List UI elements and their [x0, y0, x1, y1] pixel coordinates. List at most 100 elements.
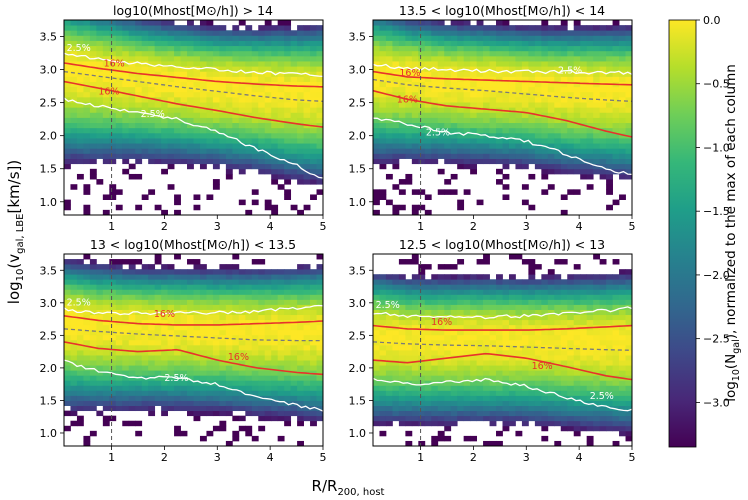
heatmap-cell	[310, 339, 317, 346]
heatmap-cell	[148, 71, 156, 77]
heatmap-cell	[128, 148, 136, 154]
heatmap-cell	[547, 143, 555, 149]
heatmap-cell	[573, 405, 581, 412]
heatmap-cell	[554, 400, 562, 406]
heatmap-cell	[411, 370, 419, 376]
heatmap-cell	[109, 400, 117, 406]
heatmap-cell	[625, 299, 632, 305]
heatmap-cell	[284, 269, 292, 275]
heatmap-cell	[310, 30, 317, 36]
heatmap-cell	[271, 66, 279, 72]
heatmap-cell	[476, 350, 484, 356]
heatmap-cell	[225, 122, 233, 129]
heatmap-cell	[457, 410, 465, 417]
heatmap-cell	[606, 304, 613, 310]
heatmap-cell	[418, 86, 426, 93]
heatmap-cell	[470, 344, 478, 351]
heatmap-cell	[450, 143, 458, 149]
heatmap-cell	[96, 138, 104, 144]
heatmap-cell	[115, 294, 123, 300]
heatmap-cell	[128, 365, 136, 371]
heatmap-cell	[174, 117, 181, 124]
heatmap-cell	[115, 50, 123, 57]
heatmap-cell	[502, 81, 510, 88]
x-tick-label: 2	[470, 220, 477, 233]
heatmap-cell	[102, 107, 110, 113]
heatmap-cell	[515, 299, 523, 305]
heatmap-cell	[547, 153, 555, 159]
heatmap-cell	[496, 143, 503, 149]
heatmap-cell	[541, 102, 549, 108]
heatmap-cell	[444, 405, 452, 412]
heatmap-cell	[411, 289, 419, 295]
heatmap-cell	[148, 385, 156, 391]
heatmap-cell	[580, 420, 588, 427]
heatmap-cell	[141, 127, 149, 134]
heatmap-cell	[560, 163, 568, 170]
heatmap-cell	[612, 25, 620, 31]
heatmap-cell	[187, 96, 194, 103]
heatmap-cell	[405, 420, 413, 427]
heatmap-cell	[593, 254, 601, 260]
heatmap-cell	[303, 107, 311, 113]
heatmap-cell	[405, 127, 413, 134]
heatmap-cell	[102, 334, 110, 341]
heatmap-cell	[379, 405, 387, 412]
heatmap-cell	[212, 279, 220, 285]
heatmap-cell	[316, 55, 323, 62]
heatmap-cell	[284, 289, 292, 295]
heatmap-cell	[619, 319, 626, 326]
heatmap-cell	[310, 299, 317, 305]
heatmap-cell	[502, 138, 510, 144]
heatmap-cell	[580, 334, 588, 341]
heatmap-cell	[450, 365, 458, 371]
heatmap-cell	[508, 148, 516, 154]
heatmap-cell	[567, 314, 575, 321]
heatmap-cell	[258, 284, 266, 290]
heatmap-cell	[444, 148, 452, 154]
heatmap-cell	[174, 319, 181, 326]
heatmap-cell	[411, 339, 419, 346]
heatmap-cell	[418, 365, 426, 371]
heatmap-cell	[411, 334, 419, 341]
heatmap-cell	[437, 264, 445, 270]
heatmap-cell	[258, 66, 266, 72]
heatmap-cell	[187, 299, 194, 305]
heatmap-cell	[161, 25, 168, 31]
heatmap-cell	[251, 163, 259, 170]
heatmap-cell	[457, 304, 465, 310]
heatmap-cell	[424, 122, 432, 129]
heatmap-cell	[89, 132, 97, 139]
heatmap-cell	[508, 294, 516, 300]
heatmap-cell	[508, 350, 516, 356]
heatmap-cell	[167, 35, 175, 41]
heatmap-cell	[128, 314, 136, 321]
heatmap-cell	[316, 410, 323, 417]
heatmap-cell	[232, 264, 240, 270]
heatmap-cell	[424, 360, 432, 366]
heatmap-cell	[284, 127, 292, 134]
heatmap-cell	[573, 66, 581, 72]
heatmap-cell	[212, 96, 220, 103]
heatmap-cell	[290, 61, 298, 67]
heatmap-cell	[599, 284, 607, 290]
heatmap-cell	[606, 86, 613, 93]
heatmap-cell	[373, 96, 380, 103]
heatmap-cell	[89, 294, 97, 300]
heatmap-cell	[271, 405, 279, 412]
heatmap-cell	[167, 395, 175, 401]
heatmap-cell	[502, 158, 510, 165]
heatmap-cell	[385, 289, 393, 295]
heatmap-cell	[457, 102, 465, 108]
heatmap-cell	[573, 127, 581, 134]
heatmap-cell	[161, 355, 168, 361]
heatmap-cell	[411, 309, 419, 316]
contour-16-upper	[373, 324, 632, 331]
heatmap-cell	[418, 410, 426, 417]
heatmap-cell	[96, 360, 104, 366]
heatmap-cell	[580, 102, 588, 108]
heatmap-cell	[398, 339, 406, 346]
heatmap-cell	[212, 370, 220, 376]
heatmap-cell	[560, 71, 568, 77]
heatmap-cell	[161, 360, 168, 366]
